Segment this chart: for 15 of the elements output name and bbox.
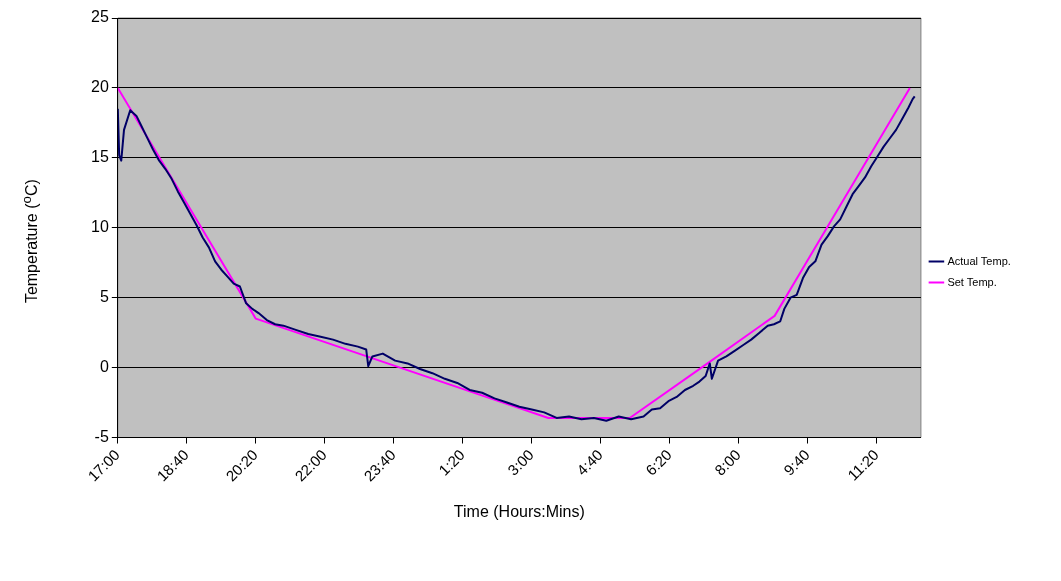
y-tick-label: 15 — [91, 148, 109, 166]
y-tick-label: 25 — [91, 8, 109, 26]
y-tick-label: 5 — [99, 288, 109, 306]
x-tick-label: 6:20 — [642, 445, 675, 479]
y-tick-label: -5 — [94, 427, 109, 445]
x-tick-label: 4:40 — [573, 445, 606, 479]
x-axis-title: Time (Hours:Mins) — [453, 502, 585, 520]
x-tick-label: 9:40 — [780, 445, 813, 479]
y-tick-label: 20 — [91, 78, 109, 96]
legend-label: Actual Temp. — [947, 254, 1011, 267]
legend-label: Set Temp. — [947, 275, 997, 288]
x-tick-label: 8:00 — [711, 445, 744, 479]
y-tick-label: 0 — [99, 358, 109, 376]
y-tick-label: 10 — [91, 218, 109, 236]
x-tick-label: 3:00 — [504, 445, 537, 479]
